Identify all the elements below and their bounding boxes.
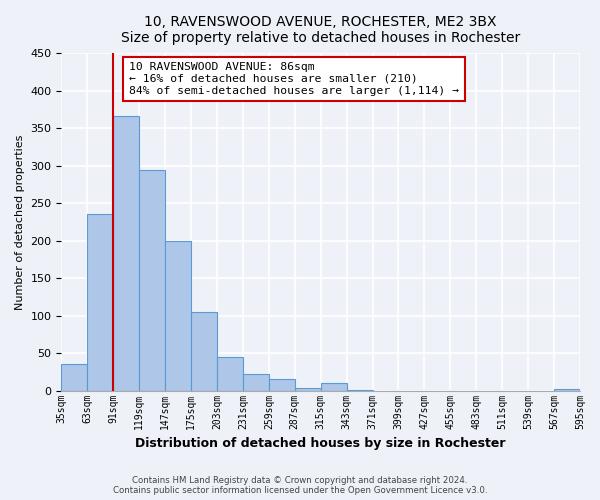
Bar: [113, 116, 139, 390]
Text: Contains HM Land Registry data © Crown copyright and database right 2024.
Contai: Contains HM Land Registry data © Crown c…: [113, 476, 487, 495]
Bar: [191, 312, 217, 390]
Bar: [321, 383, 347, 390]
Text: 10 RAVENSWOOD AVENUE: 86sqm
← 16% of detached houses are smaller (210)
84% of se: 10 RAVENSWOOD AVENUE: 86sqm ← 16% of det…: [129, 62, 459, 96]
Bar: [88, 214, 113, 390]
Bar: [243, 374, 269, 390]
Bar: [554, 389, 580, 390]
Bar: [61, 364, 88, 390]
Bar: [269, 380, 295, 390]
Bar: [295, 388, 321, 390]
X-axis label: Distribution of detached houses by size in Rochester: Distribution of detached houses by size …: [136, 437, 506, 450]
Bar: [139, 170, 165, 390]
Bar: [217, 357, 243, 390]
Y-axis label: Number of detached properties: Number of detached properties: [15, 134, 25, 310]
Bar: [165, 242, 191, 390]
Title: 10, RAVENSWOOD AVENUE, ROCHESTER, ME2 3BX
Size of property relative to detached : 10, RAVENSWOOD AVENUE, ROCHESTER, ME2 3B…: [121, 15, 520, 45]
